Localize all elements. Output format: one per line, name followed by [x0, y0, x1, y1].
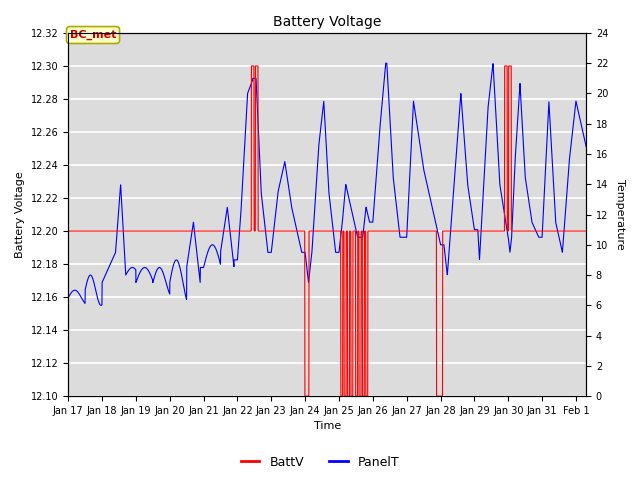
- X-axis label: Time: Time: [314, 421, 340, 432]
- Y-axis label: Battery Voltage: Battery Voltage: [15, 171, 25, 258]
- Legend: BattV, PanelT: BattV, PanelT: [236, 451, 404, 474]
- Title: Battery Voltage: Battery Voltage: [273, 15, 381, 29]
- Text: BC_met: BC_met: [70, 30, 116, 40]
- Y-axis label: Temperature: Temperature: [615, 179, 625, 250]
